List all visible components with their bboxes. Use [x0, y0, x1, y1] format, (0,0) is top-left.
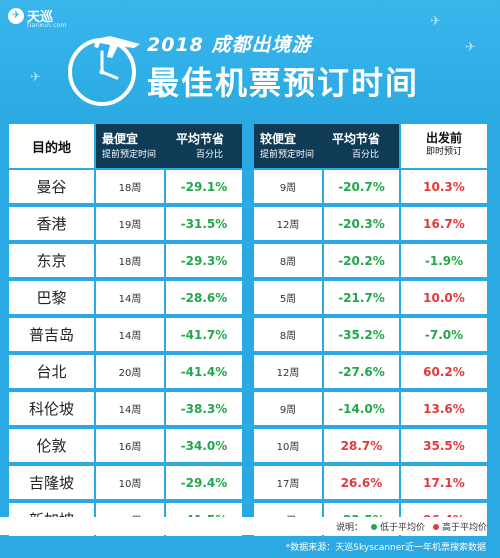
- cheaper-weeks-cell: 12周: [254, 355, 322, 388]
- legend-below: 低于平均价: [370, 520, 425, 533]
- last-minute-cell: 35.5%: [401, 429, 487, 462]
- header-city: 目的地: [9, 124, 94, 168]
- cheaper-saving-cell: -14.0%: [324, 392, 399, 425]
- last-minute-cell: 60.2%: [401, 355, 487, 388]
- cheaper-weeks-cell: 8周: [254, 318, 322, 351]
- table-row: 巴黎 14周 -28.6% 5周 -21.7% 10.0%: [0, 281, 500, 316]
- last-minute-cell: -1.9%: [401, 244, 487, 277]
- table-row: 香港 19周 -31.5% 12周 -20.3% 16.7%: [0, 207, 500, 242]
- cheaper-saving-cell: -20.2%: [324, 244, 399, 277]
- header-banner: ✈ ✈ ✈ ✈ 天巡 tianxun.com 2018 成都出境游 最佳机票预订…: [0, 0, 500, 124]
- cheapest-weeks-cell: 16周: [96, 429, 164, 462]
- city-cell: 伦敦: [9, 429, 94, 462]
- cheapest-saving-cell: -31.5%: [166, 207, 242, 240]
- last-minute-cell: 16.7%: [401, 207, 487, 240]
- header-last-minute: 出发前 即时预订: [401, 124, 487, 168]
- header-cheaper-group: 较便宜 提前预定时间 平均节省 百分比: [254, 124, 399, 168]
- cheapest-saving-cell: -41.7%: [166, 318, 242, 351]
- logo: ✈ 天巡: [8, 6, 53, 25]
- cheaper-weeks-cell: 5周: [254, 281, 322, 314]
- legend-above: 高于平均价: [432, 520, 487, 533]
- cheaper-saving-cell: -21.7%: [324, 281, 399, 314]
- table-row: 科伦坡 14周 -38.3% 9周 -14.0% 13.6%: [0, 392, 500, 427]
- cheapest-saving-cell: -34.0%: [166, 429, 242, 462]
- cheapest-weeks-cell: 18周: [96, 170, 164, 203]
- header-last-sub: 即时预订: [425, 147, 462, 157]
- cheaper-weeks-cell: 12周: [254, 207, 322, 240]
- header-cheaper: 较便宜: [260, 132, 297, 146]
- header-cheapest: 最便宜: [102, 132, 139, 146]
- cheapest-saving-cell: -28.6%: [166, 281, 242, 314]
- last-minute-cell: -7.0%: [401, 318, 487, 351]
- table-row: 吉隆坡 10周 -29.4% 17周 26.6% 17.1%: [0, 466, 500, 501]
- legend-below-text: 低于平均价: [379, 522, 425, 533]
- title-year-city: 2018 成都出境游: [147, 34, 312, 56]
- last-minute-cell: 10.0%: [401, 281, 487, 314]
- cheaper-saving-cell: -35.2%: [324, 318, 399, 351]
- green-dot-icon: [370, 524, 377, 530]
- last-minute-cell: 10.3%: [401, 170, 487, 203]
- logo-text: 天巡: [27, 10, 54, 25]
- cheapest-weeks-cell: 10周: [96, 466, 164, 499]
- cheapest-weeks-cell: 20周: [96, 355, 164, 388]
- cheaper-saving-cell: 28.7%: [324, 429, 399, 462]
- logo-subtitle: tianxun.com: [27, 22, 67, 29]
- last-minute-cell: 17.1%: [401, 466, 487, 499]
- cheaper-saving-cell: -20.3%: [324, 207, 399, 240]
- city-cell: 香港: [9, 207, 94, 240]
- red-dot-icon: [432, 524, 439, 530]
- cheaper-weeks-cell: 9周: [254, 170, 322, 203]
- header-last: 出发前: [425, 131, 462, 145]
- header-saving2: 平均节省: [332, 132, 381, 146]
- cheapest-weeks-cell: 19周: [96, 207, 164, 240]
- header-saving2-sub: 百分比: [352, 150, 380, 160]
- cheapest-saving-cell: -29.3%: [166, 244, 242, 277]
- cheapest-saving-cell: -29.1%: [166, 170, 242, 203]
- cheaper-saving-cell: 26.6%: [324, 466, 399, 499]
- cheaper-saving-cell: -27.6%: [324, 355, 399, 388]
- cheaper-weeks-cell: 17周: [254, 466, 322, 499]
- header-cheapest-sub: 提前预定时间: [102, 150, 157, 160]
- cheaper-weeks-cell: 8周: [254, 244, 322, 277]
- plane-icon: ✈: [30, 70, 41, 85]
- cheaper-weeks-cell: 9周: [254, 392, 322, 425]
- city-cell: 巴黎: [9, 281, 94, 314]
- cheaper-weeks-cell: 10周: [254, 429, 322, 462]
- header-cheaper-sub: 提前预定时间: [260, 150, 315, 160]
- plane-icon: ✈: [430, 14, 441, 29]
- header-saving-sub: 百分比: [196, 150, 224, 160]
- data-source: *数据来源：天巡Skyscanner近一年机票搜索数据: [285, 543, 486, 553]
- cheapest-weeks-cell: 14周: [96, 318, 164, 351]
- table-row: 台北 20周 -41.4% 12周 -27.6% 60.2%: [0, 355, 500, 390]
- legend: 说明： 低于平均价 高于平均价: [0, 517, 487, 535]
- cheapest-weeks-cell: 18周: [96, 244, 164, 277]
- city-cell: 普吉岛: [9, 318, 94, 351]
- cheapest-saving-cell: -29.4%: [166, 466, 242, 499]
- table-row: 普吉岛 14周 -41.7% 8周 -35.2% -7.0%: [0, 318, 500, 353]
- cheapest-weeks-cell: 14周: [96, 392, 164, 425]
- cheapest-saving-cell: -41.4%: [166, 355, 242, 388]
- booking-table: 目的地 最便宜 提前预定时间 平均节省 百分比 较便宜 提前预定时间 平均节省 …: [0, 124, 500, 536]
- logo-icon: ✈: [8, 7, 24, 24]
- plane-icon: ✈: [465, 40, 476, 55]
- city-cell: 台北: [9, 355, 94, 388]
- legend-label: 说明：: [335, 522, 363, 533]
- legend-above-text: 高于平均价: [441, 522, 487, 533]
- table-row: 东京 18周 -29.3% 8周 -20.2% -1.9%: [0, 244, 500, 279]
- city-cell: 曼谷: [9, 170, 94, 203]
- header-saving: 平均节省: [176, 132, 225, 146]
- table-row: 曼谷 18周 -29.1% 9周 -20.7% 10.3%: [0, 170, 500, 205]
- table-row: 伦敦 16周 -34.0% 10周 28.7% 35.5%: [0, 429, 500, 464]
- city-cell: 科伦坡: [9, 392, 94, 425]
- city-cell: 吉隆坡: [9, 466, 94, 499]
- cheapest-weeks-cell: 14周: [96, 281, 164, 314]
- last-minute-cell: 13.6%: [401, 392, 487, 425]
- header-cheapest-group: 最便宜 提前预定时间 平均节省 百分比: [96, 124, 242, 168]
- clock-plane-icon: [68, 36, 140, 106]
- city-cell: 东京: [9, 244, 94, 277]
- cheapest-saving-cell: -38.3%: [166, 392, 242, 425]
- page-title: 最佳机票预订时间: [147, 64, 420, 102]
- cheaper-saving-cell: -20.7%: [324, 170, 399, 203]
